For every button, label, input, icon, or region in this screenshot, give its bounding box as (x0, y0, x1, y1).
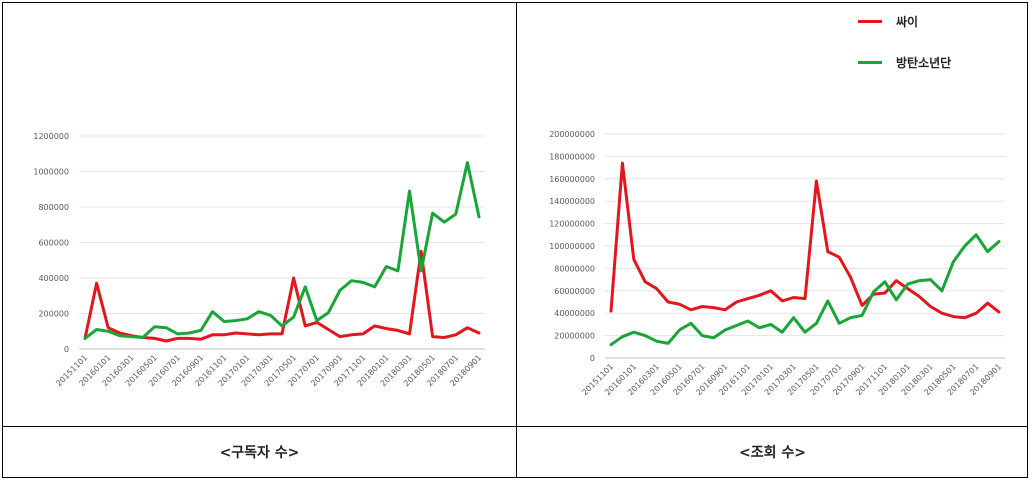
legend-item-bts: 방탄소년단 (858, 54, 951, 71)
y-tick-label: 40000000 (554, 309, 595, 318)
y-tick-label: 1200000 (33, 132, 69, 141)
y-tick-label: 0 (64, 345, 69, 354)
row-divider (2, 426, 1028, 427)
caption-views: <조회 수> (739, 445, 806, 461)
y-tick-label: 200000000 (549, 130, 595, 139)
y-tick-label: 20000000 (554, 332, 595, 341)
y-tick-label: 80000000 (554, 264, 595, 273)
series-line-psy (83, 249, 481, 343)
legend-label-psy: 싸이 (896, 15, 919, 29)
legend-item-psy: 싸이 (858, 13, 918, 30)
y-tick-label: 800000 (38, 203, 69, 212)
legend-label-bts: 방탄소년단 (896, 56, 952, 70)
y-tick-label: 200000 (38, 310, 69, 319)
view-count-chart: 0 20000000 40000000 60000000 80000000 1000000… (549, 130, 1005, 397)
y-tick-label: 1000000 (33, 168, 69, 177)
table-frame (2, 2, 1028, 478)
subscriber-chart: 0200000400000600000800000100000012000002… (33, 132, 485, 388)
y-tick-label: 100000000 (549, 242, 595, 251)
caption-subscribers: <구독자 수> (219, 445, 300, 461)
legend-line-bts (858, 61, 882, 64)
series-line-bts (83, 161, 481, 340)
y-tick-label: 160000000 (549, 175, 595, 184)
y-tick-label: 400000 (38, 274, 69, 283)
y-tick-label: 0 (590, 354, 595, 363)
series-line-psy (609, 161, 1001, 320)
column-divider (516, 2, 517, 478)
series-line-bts (609, 233, 1001, 347)
y-tick-label: 60000000 (554, 287, 595, 296)
y-tick-label: 180000000 (549, 152, 595, 161)
y-tick-label: 120000000 (549, 220, 595, 229)
y-tick-label: 140000000 (549, 197, 595, 206)
legend-line-psy (858, 20, 882, 23)
y-tick-label: 600000 (38, 239, 69, 248)
